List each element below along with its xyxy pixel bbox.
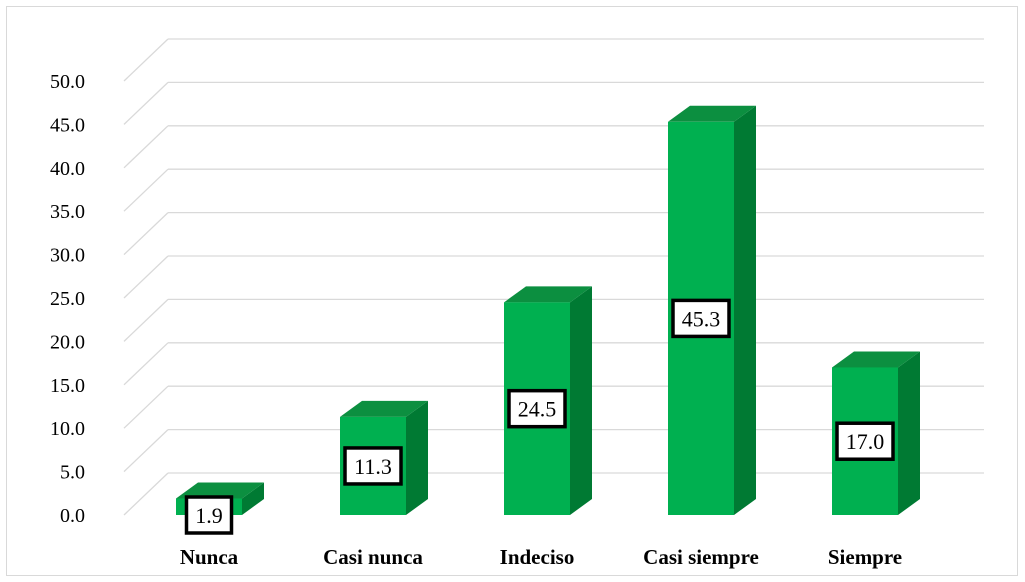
bar-group: 17.0 [832, 351, 920, 515]
gridline-diagonal [123, 298, 169, 342]
gridline-diagonal [123, 38, 169, 82]
data-label: 17.0 [846, 429, 885, 454]
data-label-box [835, 421, 895, 461]
bar-group: 45.3 [668, 105, 756, 516]
data-label: 11.3 [354, 454, 392, 479]
category-label: Siempre [828, 545, 902, 569]
gridline-diagonal [123, 472, 169, 516]
bar-side [898, 351, 920, 515]
y-tick-label: 20.0 [50, 331, 85, 353]
bar-group: 1.9 [176, 482, 264, 535]
data-label-box [343, 446, 403, 486]
gridline-diagonal [123, 342, 169, 386]
bar-top [668, 105, 756, 122]
y-tick-label: 35.0 [50, 201, 85, 223]
data-label: 24.5 [518, 397, 557, 422]
bar-group: 24.5 [504, 286, 592, 515]
bar-top [340, 400, 428, 417]
y-tick-label: 0.0 [60, 505, 85, 527]
category-label: Nunca [180, 545, 239, 569]
bar-side [242, 482, 264, 515]
data-label: 1.9 [195, 503, 223, 528]
y-tick-label: 45.0 [50, 114, 85, 136]
bar-top [176, 482, 264, 499]
data-label-box [671, 298, 731, 339]
y-tick-label: 10.0 [50, 418, 85, 440]
y-tick-label: 30.0 [50, 245, 85, 267]
gridline-diagonal [123, 429, 169, 473]
y-tick-label: 15.0 [50, 375, 85, 397]
bar-top [832, 351, 920, 368]
data-label-box [507, 388, 567, 429]
y-tick-label: 40.0 [50, 158, 85, 180]
gridline-diagonal [123, 125, 169, 169]
bar-group: 11.3 [340, 400, 428, 515]
gridline-diagonal [123, 385, 169, 429]
bar-top [504, 286, 592, 303]
gridline-diagonal [123, 168, 169, 212]
y-tick-label: 25.0 [50, 288, 85, 310]
gridline-diagonal [123, 81, 169, 125]
y-axis-ticks: 0.0 5.0 10.0 15.0 20.0 25.0 30.0 35.0 40.0 45.0 50… [50, 71, 85, 527]
y-tick-label: 5.0 [60, 462, 85, 484]
chart-plot: 0.0 5.0 10.0 15.0 20.0 25.0 30.0 35.0 40.0 45.0 50… [50, 38, 984, 569]
gridline-diagonal [123, 255, 169, 299]
category-label: Casi siempre [643, 545, 759, 569]
bar-side [406, 400, 428, 515]
gridline-diagonal [123, 212, 169, 256]
chart-frame: 0.0 5.0 10.0 15.0 20.0 25.0 30.0 35.0 40.0 45.0 50… [6, 6, 1018, 576]
data-label: 45.3 [682, 306, 721, 331]
data-label-box [184, 495, 234, 535]
y-tick-label: 50.0 [50, 71, 85, 93]
category-label: Indeciso [500, 545, 575, 569]
bar-side [570, 286, 592, 515]
bar-side [734, 105, 756, 516]
category-label: Casi nunca [323, 545, 423, 569]
bars: 1.9 11.3 24.5 45.3 17.0 [176, 105, 920, 535]
x-axis-categories: Nunca Casi nunca Indeciso Casi siempre Siemp… [180, 545, 902, 569]
